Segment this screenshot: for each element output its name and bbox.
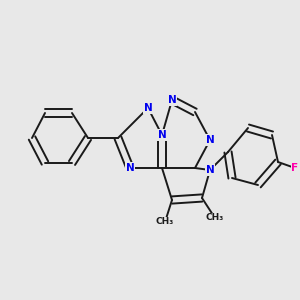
Text: N: N [206, 165, 214, 175]
Text: CH₃: CH₃ [156, 218, 174, 226]
Text: N: N [144, 103, 152, 113]
Text: N: N [126, 163, 134, 173]
Text: F: F [291, 163, 298, 173]
Text: N: N [206, 135, 214, 145]
Text: N: N [168, 95, 176, 105]
Text: CH₃: CH₃ [206, 214, 224, 223]
Text: N: N [158, 130, 166, 140]
